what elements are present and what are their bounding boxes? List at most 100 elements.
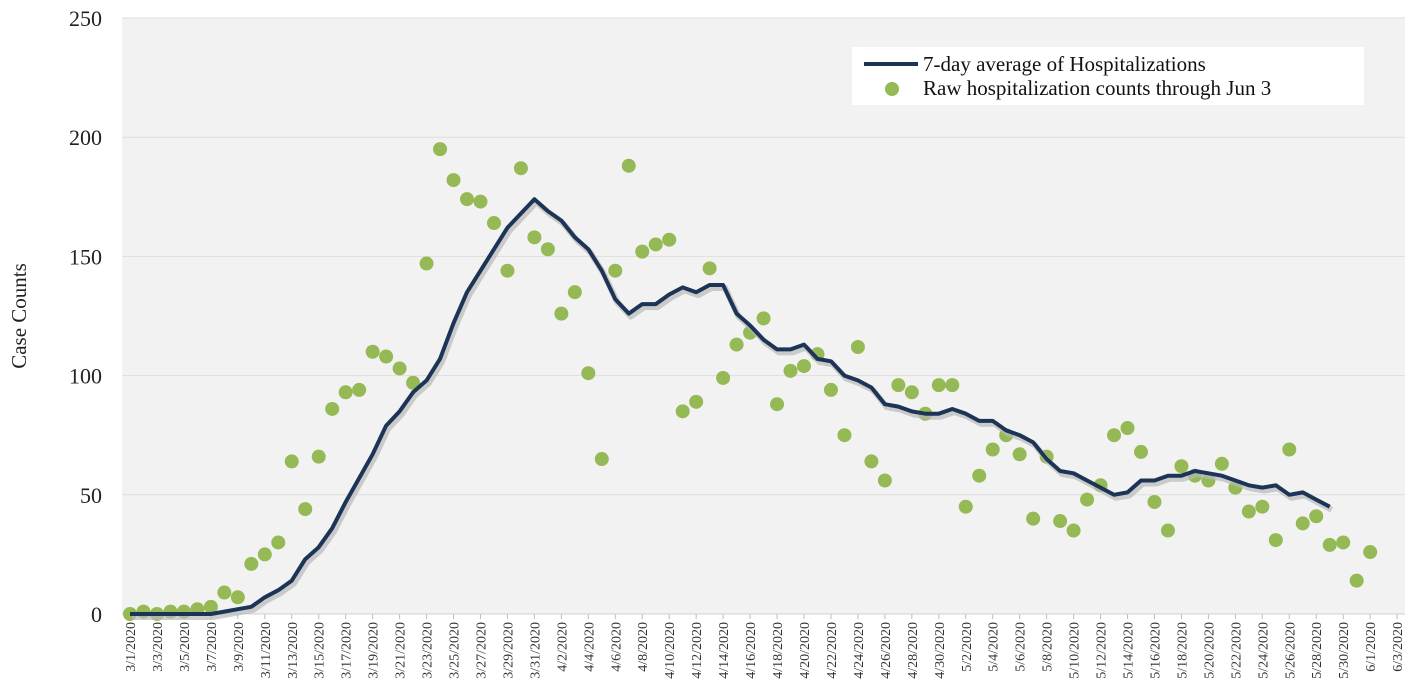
x-tick-label: 4/22/2020 bbox=[825, 622, 840, 679]
raw-count-point bbox=[473, 194, 488, 209]
raw-count-point bbox=[945, 378, 960, 393]
x-tick-label: 5/2/2020 bbox=[960, 622, 975, 672]
y-tick-label: 250 bbox=[69, 6, 102, 31]
x-tick-label: 4/14/2020 bbox=[717, 622, 732, 679]
raw-count-point bbox=[662, 232, 677, 247]
raw-count-point bbox=[298, 502, 313, 517]
raw-count-point bbox=[460, 192, 474, 207]
raw-count-point bbox=[689, 394, 704, 409]
raw-count-point bbox=[1134, 444, 1148, 459]
y-tick-label: 0 bbox=[91, 602, 102, 627]
raw-count-point bbox=[1214, 456, 1229, 471]
raw-count-point bbox=[486, 216, 501, 231]
y-tick-label: 100 bbox=[69, 364, 102, 389]
raw-counts-series bbox=[123, 142, 1378, 621]
raw-count-point bbox=[379, 349, 394, 364]
x-tick-label: 4/30/2020 bbox=[933, 622, 948, 679]
raw-count-point bbox=[877, 473, 892, 488]
x-tick-label: 3/11/2020 bbox=[259, 622, 274, 678]
raw-count-point bbox=[406, 375, 421, 390]
raw-count-point bbox=[1336, 535, 1351, 550]
x-tick-label: 5/8/2020 bbox=[1041, 622, 1056, 672]
x-tick-label: 3/29/2020 bbox=[501, 622, 516, 679]
x-tick-label: 5/28/2020 bbox=[1310, 622, 1325, 679]
raw-count-point bbox=[257, 547, 272, 562]
raw-count-point bbox=[797, 359, 811, 374]
y-axis-ticks: 0 50 100 150 200 250 bbox=[69, 6, 102, 627]
raw-count-point bbox=[1147, 494, 1162, 509]
x-tick-label: 4/26/2020 bbox=[879, 622, 894, 679]
x-tick-label: 3/27/2020 bbox=[474, 622, 489, 679]
x-tick-label: 3/17/2020 bbox=[340, 622, 355, 679]
raw-count-point bbox=[419, 256, 434, 271]
raw-count-point bbox=[513, 161, 528, 176]
raw-count-point bbox=[891, 378, 906, 393]
x-tick-label: 5/26/2020 bbox=[1283, 622, 1298, 679]
raw-count-point bbox=[1174, 459, 1189, 474]
x-tick-label: 4/20/2020 bbox=[798, 622, 813, 679]
raw-count-point bbox=[1255, 499, 1270, 514]
x-tick-label: 3/1/2020 bbox=[124, 622, 139, 672]
x-tick-label: 5/6/2020 bbox=[1014, 622, 1029, 672]
raw-count-point bbox=[1309, 509, 1324, 524]
raw-count-point bbox=[958, 499, 973, 514]
raw-count-point bbox=[352, 382, 367, 397]
x-tick-label: 4/12/2020 bbox=[690, 622, 705, 679]
raw-count-point bbox=[1295, 516, 1310, 531]
x-tick-label: 3/5/2020 bbox=[178, 622, 193, 672]
raw-count-point bbox=[702, 261, 717, 276]
x-tick-label: 5/24/2020 bbox=[1256, 622, 1271, 679]
x-tick-label: 6/3/2020 bbox=[1391, 622, 1406, 672]
raw-count-point bbox=[635, 244, 650, 259]
x-tick-label: 5/10/2020 bbox=[1068, 622, 1083, 679]
legend: 7-day average of Hospitalizations Raw ho… bbox=[852, 47, 1364, 105]
x-axis-ticks: 3/1/2020 3/3/2020 3/5/2020 3/7/2020 3/9/2020… bbox=[124, 614, 1406, 679]
x-tick-label: 4/10/2020 bbox=[663, 622, 678, 679]
x-tick-label: 4/24/2020 bbox=[852, 622, 867, 679]
raw-count-point bbox=[271, 535, 286, 550]
raw-count-point bbox=[1363, 545, 1378, 560]
raw-count-point bbox=[608, 263, 623, 278]
raw-count-point bbox=[311, 449, 326, 464]
avg-series-line bbox=[130, 197, 1331, 616]
raw-count-point bbox=[1012, 447, 1027, 462]
raw-count-point bbox=[540, 242, 555, 257]
raw-count-point bbox=[392, 361, 407, 376]
raw-count-point bbox=[621, 158, 636, 173]
raw-count-point bbox=[1026, 511, 1041, 526]
x-tick-label: 3/23/2020 bbox=[421, 622, 436, 679]
x-tick-label: 3/13/2020 bbox=[286, 622, 301, 679]
raw-count-point bbox=[581, 366, 596, 381]
raw-count-point bbox=[500, 263, 515, 278]
raw-count-point bbox=[594, 452, 609, 467]
x-tick-label: 5/18/2020 bbox=[1175, 622, 1190, 679]
raw-count-point bbox=[931, 378, 946, 393]
raw-count-point bbox=[972, 468, 987, 483]
x-tick-label: 5/16/2020 bbox=[1148, 622, 1163, 679]
raw-count-point bbox=[1066, 523, 1081, 538]
x-tick-label: 4/16/2020 bbox=[744, 622, 759, 679]
raw-count-point bbox=[850, 339, 865, 354]
raw-count-point bbox=[837, 428, 852, 443]
raw-count-point bbox=[446, 173, 461, 188]
x-tick-label: 3/21/2020 bbox=[394, 622, 409, 679]
x-tick-label: 5/20/2020 bbox=[1202, 622, 1217, 679]
y-axis-title: Case Counts bbox=[7, 263, 31, 369]
legend-label-avg: 7-day average of Hospitalizations bbox=[923, 52, 1206, 76]
raw-count-point bbox=[904, 385, 919, 400]
raw-count-point bbox=[230, 590, 245, 605]
raw-count-point bbox=[554, 306, 569, 321]
raw-count-point bbox=[985, 442, 1000, 457]
raw-count-point bbox=[1282, 442, 1297, 457]
raw-count-point bbox=[217, 585, 232, 600]
raw-count-point bbox=[203, 599, 218, 614]
x-tick-label: 5/22/2020 bbox=[1229, 622, 1244, 679]
raw-count-point bbox=[1120, 421, 1135, 436]
raw-count-point bbox=[783, 363, 798, 378]
raw-count-point bbox=[1053, 514, 1068, 529]
raw-count-point bbox=[675, 404, 690, 419]
raw-count-point bbox=[1322, 537, 1337, 552]
raw-count-point bbox=[756, 311, 771, 326]
raw-count-point bbox=[567, 285, 582, 300]
x-tick-label: 3/3/2020 bbox=[151, 622, 166, 672]
